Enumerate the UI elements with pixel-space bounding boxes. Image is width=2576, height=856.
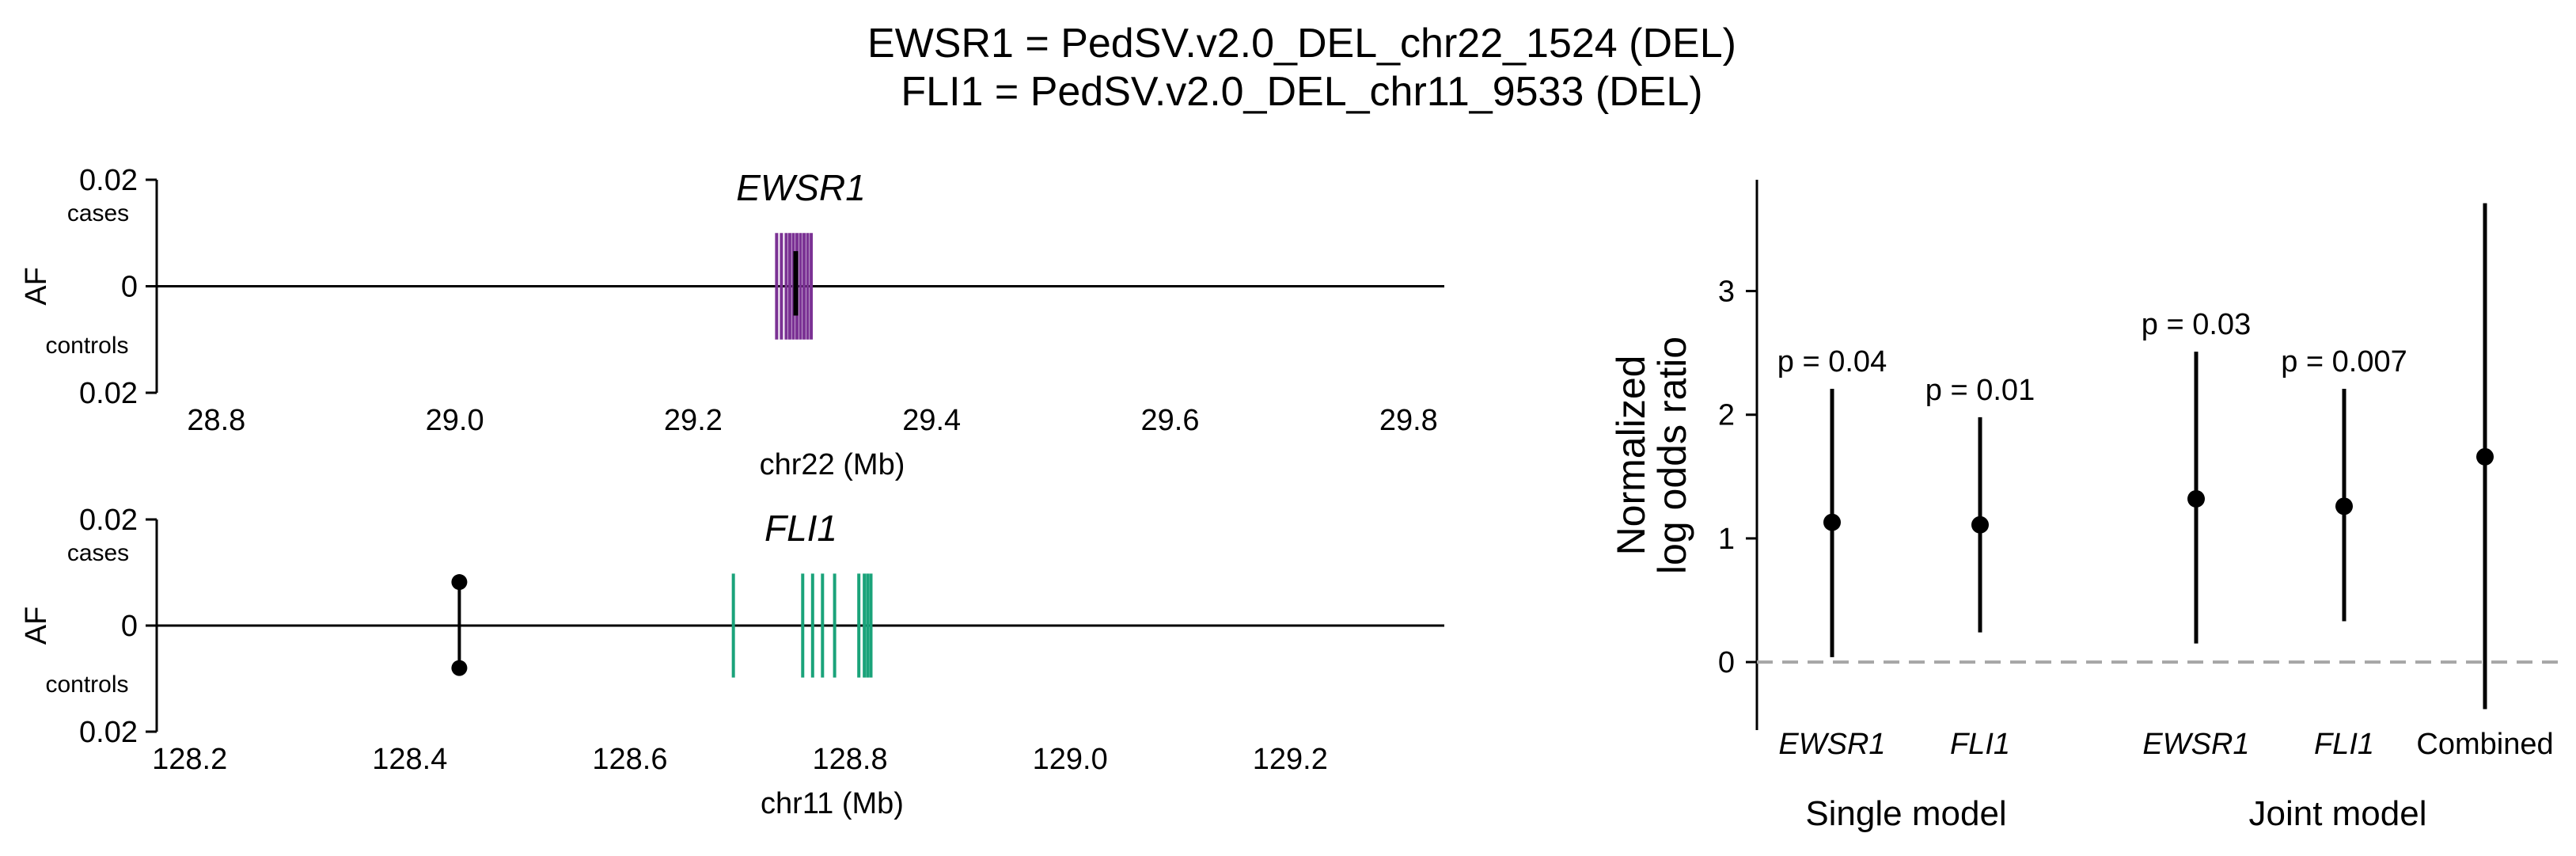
p-value-label: p = 0.01 [1925,374,2035,407]
y-axis-label-line2: log odds ratio [1650,337,1694,574]
model-group-label: Single model [1805,794,2006,833]
estimate-point [2476,447,2494,466]
x-axis-label: chr22 (Mb) [760,448,905,481]
variant-case-point [451,574,468,591]
controls-label: controls [45,671,128,698]
y-axis-label-line1: Normalized [1609,356,1653,556]
estimate-point [1823,513,1841,531]
cases-label: cases [67,540,129,566]
p-value-label: p = 0.03 [2142,308,2251,341]
controls-label: controls [45,333,128,359]
y-tick-label: 1 [1718,523,1735,556]
y-tick-label: 0 [121,610,138,643]
x-tick-label: 128.6 [592,743,667,776]
estimate-point [2187,489,2205,508]
x-tick-label: 128.8 [813,743,888,776]
y-tick-label: 0 [121,271,138,304]
category-label: EWSR1 [2142,728,2249,761]
y-tick-label: 3 [1718,276,1735,309]
estimate-point [2335,497,2353,516]
y-tick-label: 0.02 [79,377,138,410]
y-tick-label: 0.02 [79,716,138,749]
gene-label: EWSR1 [736,167,866,208]
y-tick-label: 2 [1718,399,1735,432]
x-axis-label: chr11 (Mb) [761,787,904,820]
category-label: FLI1 [2314,728,2374,761]
cases-label: cases [67,200,129,226]
p-value-label: p = 0.007 [2281,345,2407,379]
category-label: FLI1 [1950,728,2010,761]
x-tick-label: 29.4 [902,404,961,437]
estimate-point [1971,516,1989,534]
x-tick-label: 129.0 [1033,743,1108,776]
x-tick-label: 29.2 [664,404,723,437]
x-tick-label: 129.2 [1253,743,1328,776]
figure-title-line1: EWSR1 = PedSV.v2.0_DEL_chr22_1524 (DEL) [867,21,1736,67]
p-value-label: p = 0.04 [1777,345,1887,379]
x-tick-label: 29.0 [426,404,484,437]
y-tick-label: 0.02 [79,504,138,537]
y-tick-label: 0 [1718,646,1735,679]
fli1-locus-panel: 0.02 0 0.02 cases controls AF 128.2 128.4 128.6 1… [20,504,1444,820]
x-tick-label: 29.6 [1141,404,1200,437]
x-tick-label: 29.8 [1379,404,1438,437]
variant-control-point [451,660,468,676]
y-axis-label: AF [20,607,53,645]
x-tick-label: 128.4 [372,743,447,776]
figure-title-line2: FLI1 = PedSV.v2.0_DEL_chr11_9533 (DEL) [901,69,1702,115]
category-label: EWSR1 [1778,728,1885,761]
x-tick-label: 28.8 [187,404,245,437]
model-group-label: Joint model [2248,794,2426,833]
y-axis-label: AF [20,267,53,306]
x-tick-label: 128.2 [152,743,227,776]
y-tick-label: 0.02 [79,164,138,197]
gene-label: FLI1 [764,508,837,549]
category-label: Combined [2416,728,2553,761]
ewsr1-locus-panel: 0.02 0 0.02 cases controls AF 28.8 29.0 29.2 29.4… [20,164,1444,481]
